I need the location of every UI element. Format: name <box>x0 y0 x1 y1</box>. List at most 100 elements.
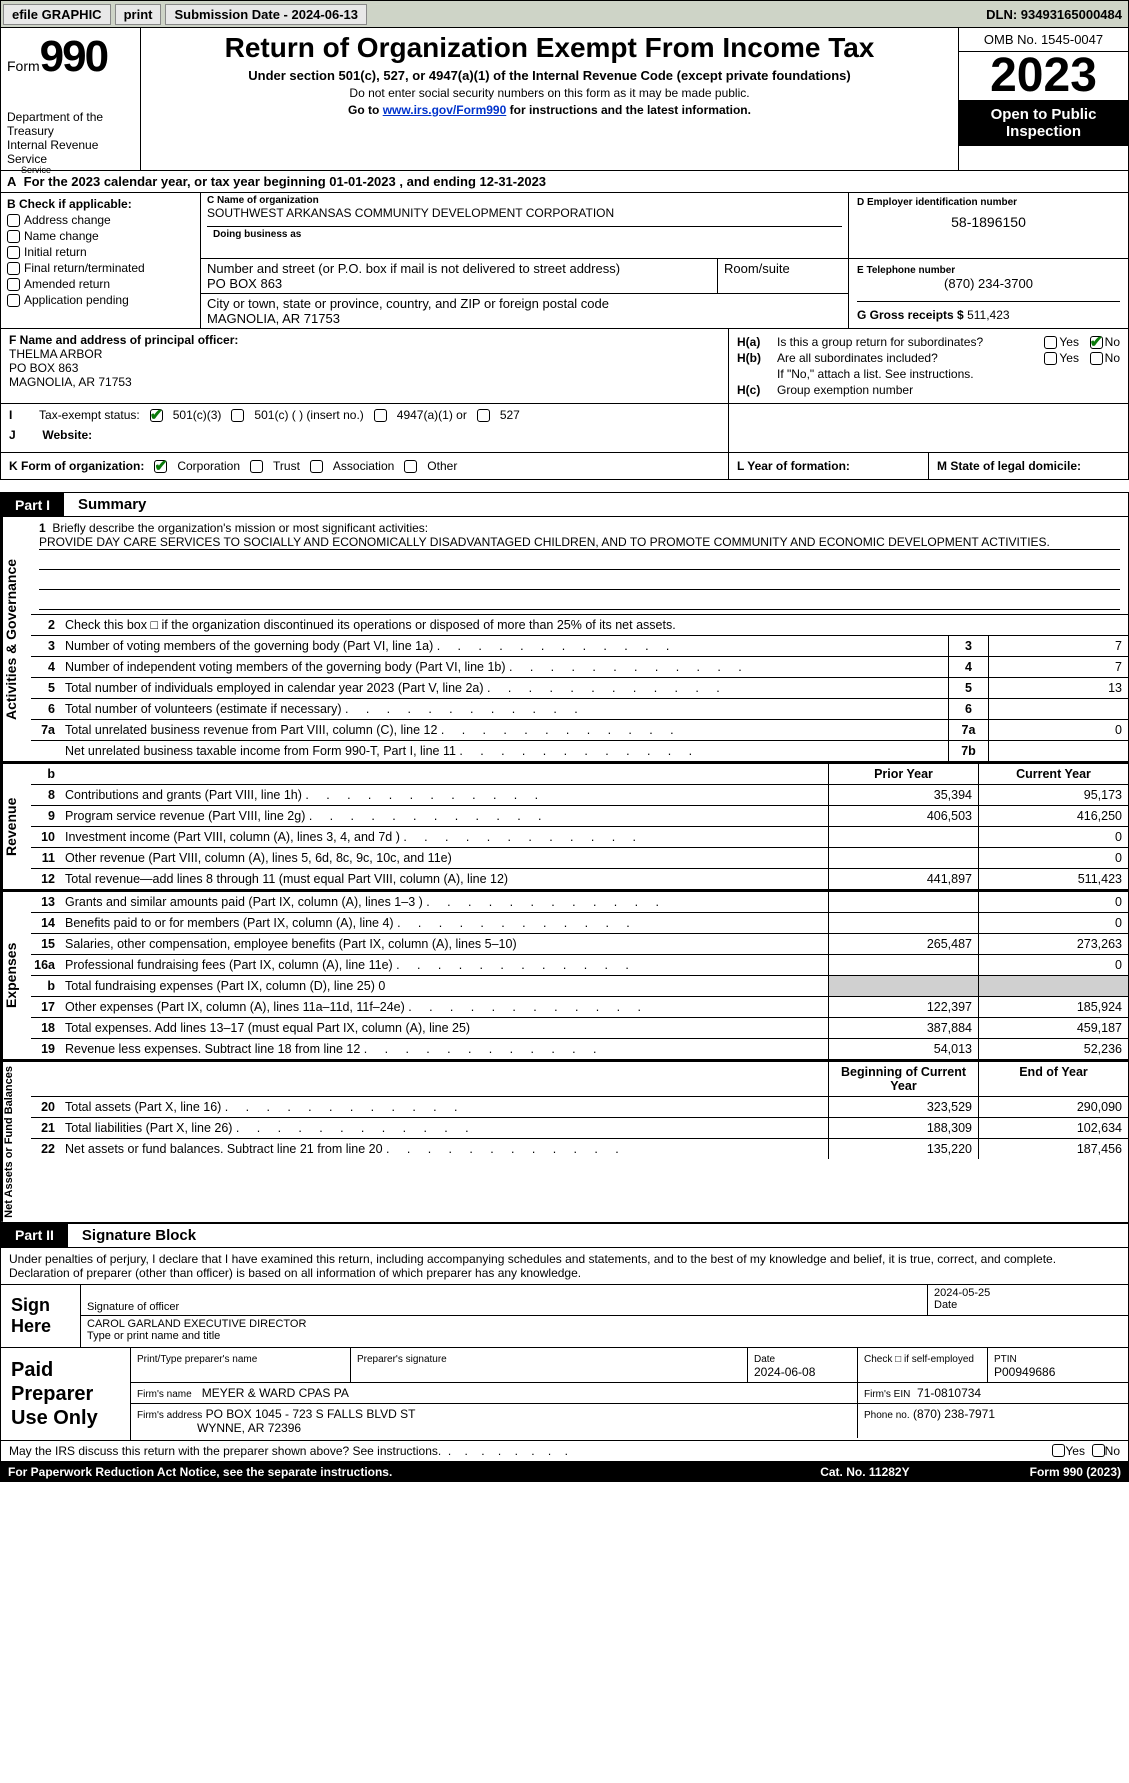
line-7b: Net unrelated business taxable income fr… <box>65 744 456 758</box>
header-center: Return of Organization Exempt From Incom… <box>141 28 958 170</box>
discuss-yes[interactable] <box>1052 1444 1065 1457</box>
line-2: Check this box □ if the organization dis… <box>61 615 1128 635</box>
city-label: City or town, state or province, country… <box>207 296 842 311</box>
period-begin: 01-01-2023 <box>329 174 396 189</box>
val-7a: 0 <box>988 720 1128 740</box>
expenses-section: Expenses 13Grants and similar amounts pa… <box>0 890 1129 1060</box>
addr-box: Number and street (or P.O. box if mail i… <box>201 259 718 293</box>
chk-trust[interactable] <box>250 460 263 473</box>
val-6 <box>988 699 1128 719</box>
ha-no[interactable] <box>1090 336 1103 349</box>
chk-501c3[interactable] <box>150 409 163 422</box>
org-name-label: C Name of organization <box>207 195 842 206</box>
ptin-label: PTIN <box>994 1354 1017 1365</box>
chk-other[interactable] <box>404 460 417 473</box>
line-22: Net assets or fund balances. Subtract li… <box>65 1142 383 1156</box>
chk-corp[interactable] <box>154 460 167 473</box>
header-right: OMB No. 1545-0047 2023 Open to Public In… <box>958 28 1128 170</box>
period-end: 12-31-2023 <box>480 174 547 189</box>
org-name: SOUTHWEST ARKANSAS COMMUNITY DEVELOPMENT… <box>207 206 842 220</box>
chk-address-change[interactable] <box>7 214 20 227</box>
box-c-d: C Name of organization SOUTHWEST ARKANSA… <box>201 193 1128 328</box>
side-activities: Activities & Governance <box>1 517 31 761</box>
discuss-row: May the IRS discuss this return with the… <box>0 1441 1129 1462</box>
part1-label: Part I <box>1 494 64 516</box>
line-8: Contributions and grants (Part VIII, lin… <box>65 788 302 802</box>
firm-addr-label: Firm's address <box>137 1410 202 1421</box>
box-d: D Employer identification number 58-1896… <box>848 193 1128 258</box>
val-10c: 0 <box>978 827 1128 847</box>
sign-here-label: Sign Here <box>1 1285 81 1347</box>
suite-box: Room/suite <box>718 259 848 293</box>
col-prior: Prior Year <box>828 764 978 784</box>
form-word: Form <box>7 58 40 74</box>
chk-amended[interactable] <box>7 278 20 291</box>
dba-label: Doing business as <box>213 229 836 240</box>
k-label: K Form of organization: <box>9 459 144 473</box>
org-form-row: K Form of organization: Corporation Trus… <box>0 453 1129 480</box>
box-b: B Check if applicable: Address change Na… <box>1 193 201 328</box>
line-18: Total expenses. Add lines 13–17 (must eq… <box>65 1021 470 1035</box>
part2-bar: Part II Signature Block <box>0 1223 1129 1248</box>
hb-yes[interactable] <box>1044 352 1057 365</box>
netassets-section: Net Assets or Fund Balances Beginning of… <box>0 1060 1129 1223</box>
status-label: Tax-exempt status: <box>39 408 140 422</box>
val-12c: 511,423 <box>978 869 1128 889</box>
print-button[interactable]: print <box>115 4 162 25</box>
box-b-title: B Check if applicable: <box>7 197 194 211</box>
irs-link[interactable]: www.irs.gov/Form990 <box>383 103 507 117</box>
chk-app-pending[interactable] <box>7 294 20 307</box>
line-5: Total number of individuals employed in … <box>65 681 484 695</box>
line-16b: Total fundraising expenses (Part IX, col… <box>65 979 385 993</box>
val-17c: 185,924 <box>978 997 1128 1017</box>
part2-title: Signature Block <box>68 1224 1128 1247</box>
chk-501c[interactable] <box>231 409 244 422</box>
org-name-box: C Name of organization SOUTHWEST ARKANSA… <box>201 193 848 258</box>
val-16ap <box>828 955 978 975</box>
period-text1: For the 2023 calendar year, or tax year … <box>24 174 330 189</box>
prep-date: 2024-06-08 <box>754 1365 815 1379</box>
chk-initial-return[interactable] <box>7 246 20 259</box>
col-current: Current Year <box>978 764 1128 784</box>
tax-year: 2023 <box>959 52 1128 100</box>
chk-assoc[interactable] <box>310 460 323 473</box>
q1-text: PROVIDE DAY CARE SERVICES TO SOCIALLY AN… <box>39 535 1120 550</box>
val-20b: 323,529 <box>828 1097 978 1117</box>
q1-lead: Briefly describe the organization's miss… <box>52 521 428 535</box>
phone-value: (870) 234-3700 <box>857 276 1120 291</box>
form-subtitle: Under section 501(c), 527, or 4947(a)(1)… <box>147 68 952 83</box>
period-row: Service A For the 2023 calendar year, or… <box>0 171 1129 193</box>
val-21e: 102,634 <box>978 1118 1128 1138</box>
prep-sig-label: Preparer's signature <box>357 1354 447 1365</box>
val-18p: 387,884 <box>828 1018 978 1038</box>
ha-yes[interactable] <box>1044 336 1057 349</box>
officer-name: THELMA ARBOR <box>9 347 720 361</box>
discuss-no[interactable] <box>1092 1444 1105 1457</box>
val-20e: 290,090 <box>978 1097 1128 1117</box>
chk-4947[interactable] <box>374 409 387 422</box>
prep-selfemp-label: Check □ if self-employed <box>864 1354 974 1365</box>
hb-no[interactable] <box>1090 352 1103 365</box>
part2-label: Part II <box>1 1224 68 1246</box>
chk-527[interactable] <box>477 409 490 422</box>
box-f: F Name and address of principal officer:… <box>1 329 728 403</box>
revenue-section: Revenue bPrior YearCurrent Year 8Contrib… <box>0 762 1129 890</box>
submission-date-button[interactable]: Submission Date - 2024-06-13 <box>165 4 367 25</box>
officer-addr1: PO BOX 863 <box>9 361 720 375</box>
efile-button[interactable]: efile GRAPHIC <box>3 4 111 25</box>
sig-officer-label: Signature of officer <box>87 1301 179 1313</box>
line-10: Investment income (Part VIII, column (A)… <box>65 830 400 844</box>
chk-final-return[interactable] <box>7 262 20 275</box>
line-12: Total revenue—add lines 8 through 11 (mu… <box>65 872 508 886</box>
val-8p: 35,394 <box>828 785 978 805</box>
prep-date-label: Date <box>754 1354 775 1365</box>
ptin-value: P00949686 <box>994 1365 1055 1379</box>
val-19c: 52,236 <box>978 1039 1128 1059</box>
line-19: Revenue less expenses. Subtract line 18 … <box>65 1042 360 1056</box>
officer-label: F Name and address of principal officer: <box>9 333 720 347</box>
goto-pre: Go to <box>348 103 383 117</box>
h-a-text: Is this a group return for subordinates? <box>777 335 1044 349</box>
line-9: Program service revenue (Part VIII, line… <box>65 809 305 823</box>
chk-name-change[interactable] <box>7 230 20 243</box>
blank-line-2 <box>39 574 1120 590</box>
